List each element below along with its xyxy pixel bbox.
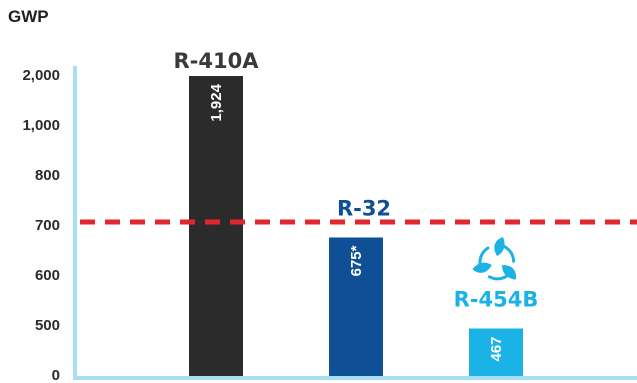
y-tick-label: 0	[52, 367, 60, 383]
y-tick-label: 500	[35, 317, 60, 334]
bars-group: 1,924 675* 467	[189, 76, 523, 378]
bar-value-label: 467	[488, 336, 505, 361]
category-label: R-32	[337, 197, 391, 221]
category-label: R-410A	[174, 49, 260, 73]
y-tick-label: 600	[35, 267, 60, 284]
bar-value-label: 1,924	[208, 83, 225, 121]
y-tick-label: 700	[35, 217, 60, 234]
bar-r-32	[329, 237, 383, 378]
y-tick-label: 800	[35, 167, 60, 184]
y-tick-label: 2,000	[22, 67, 60, 84]
bar-value-label: 675*	[348, 245, 365, 276]
y-tick-label: 1,000	[22, 117, 60, 134]
bar-r-410a	[189, 76, 243, 378]
y-axis-label: GWP	[8, 7, 49, 26]
y-tick-labels: 0 500 600 700 800 1,000 2,000	[22, 67, 60, 383]
bar-r-454b	[469, 328, 523, 378]
category-label: R-454B	[454, 287, 539, 311]
recycle-leaves-icon	[472, 237, 517, 281]
